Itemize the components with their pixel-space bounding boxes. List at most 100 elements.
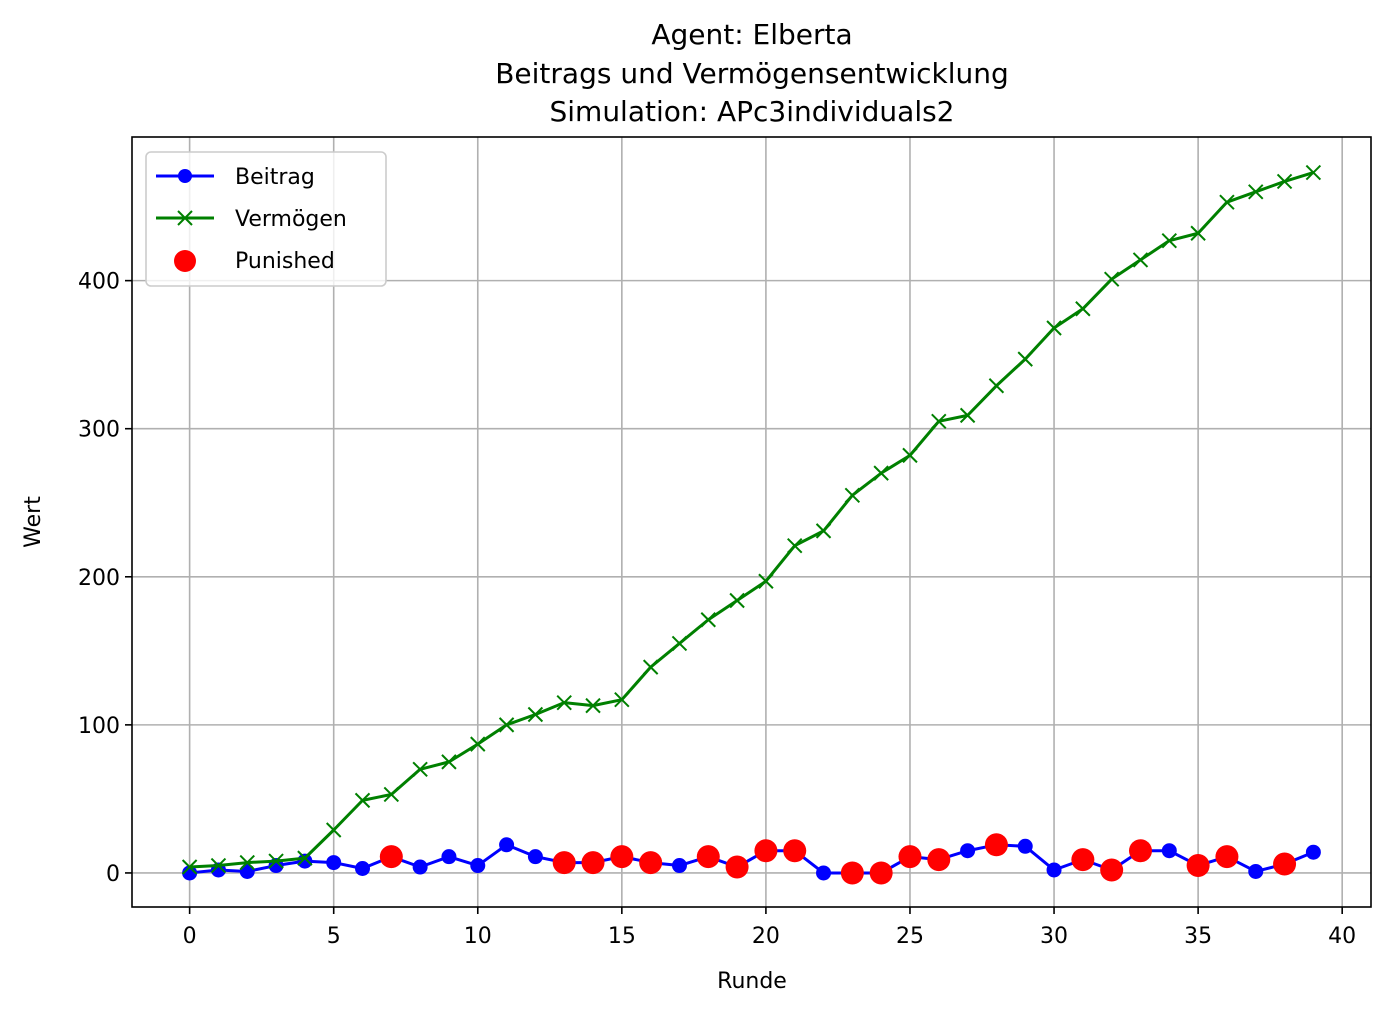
data-point-vermoegen: [354, 792, 371, 809]
data-point-beitrag: [412, 859, 428, 875]
punished-markers: [379, 833, 1297, 885]
data-point-vermoegen: [297, 850, 313, 866]
data-point-beitrag: [182, 865, 198, 881]
data-point-beitrag: [441, 849, 457, 865]
data-point-vermoegen: [268, 853, 284, 869]
data-point-vermoegen: [902, 447, 918, 464]
data-point-vermoegen: [383, 786, 400, 803]
data-point-vermoegen: [1161, 232, 1178, 249]
punished-point: [725, 855, 749, 879]
data-point-vermoegen: [787, 537, 803, 554]
legend-box: [145, 151, 387, 287]
punished-point: [783, 839, 807, 863]
data-point-vermoegen: [585, 697, 601, 714]
series-line-beitrag: [189, 843, 1314, 875]
punished-point: [639, 851, 663, 875]
data-point-beitrag: [326, 855, 342, 871]
data-point-beitrag: [1017, 838, 1033, 854]
data-point-vermoegen: [527, 706, 544, 723]
data-point-beitrag: [355, 861, 371, 876]
series-vermoegen: [181, 164, 1322, 875]
legend-entry-vermoegen: Vermögen: [156, 207, 347, 232]
punished-point: [869, 861, 893, 885]
data-point-vermoegen: [1046, 320, 1062, 336]
data-point-vermoegen: [498, 717, 515, 733]
punished-point: [379, 845, 403, 869]
punished-point: [696, 845, 720, 869]
legend-label-beitrag: Beitrag: [235, 165, 315, 190]
legend: Beitrag Vermögen Punished: [145, 151, 387, 287]
plot-frame: [131, 136, 1372, 908]
data-point-vermoegen: [988, 378, 1005, 394]
data-point-vermoegen: [325, 822, 342, 838]
x-axis-ticks: 0 5 10 15 20 25 30 35 40: [183, 907, 1356, 949]
x-tick-label: 25: [896, 924, 924, 949]
y-tick-label: 0: [106, 862, 120, 887]
x-tick-label: 10: [464, 924, 492, 949]
series-line-vermoegen: [189, 171, 1314, 869]
gridlines: [132, 137, 1371, 907]
punished-point: [552, 851, 576, 875]
legend-label-vermoegen: Vermögen: [235, 207, 347, 232]
data-point-beitrag: [470, 858, 486, 874]
data-point-vermoegen: [470, 736, 486, 752]
data-point-vermoegen: [1190, 225, 1206, 241]
legend-entry-beitrag: Beitrag: [156, 165, 315, 190]
y-tick-label: 200: [78, 566, 120, 591]
punished-point: [927, 848, 951, 872]
data-point-beitrag: [1248, 863, 1264, 879]
data-point-vermoegen: [729, 592, 745, 609]
data-point-vermoegen: [210, 857, 227, 874]
x-tick-label: 20: [752, 924, 780, 949]
y-axis-label: Wert: [21, 496, 46, 548]
punished-point: [1215, 845, 1239, 869]
punished-point: [840, 861, 864, 885]
data-point-beitrag: [297, 853, 313, 869]
data-point-vermoegen: [642, 659, 659, 675]
data-point-vermoegen: [815, 523, 832, 539]
data-point-vermoegen: [959, 407, 976, 424]
data-point-vermoegen: [1276, 173, 1293, 190]
data-point-vermoegen: [1248, 184, 1264, 200]
x-tick-label: 40: [1328, 924, 1356, 949]
data-point-vermoegen: [1219, 194, 1235, 210]
data-point-vermoegen: [181, 859, 198, 875]
punished-point: [1128, 839, 1152, 863]
legend-marker-vermoegen: [177, 210, 193, 226]
y-tick-label: 300: [78, 418, 120, 443]
x-axis-label: Runde: [717, 969, 787, 994]
data-point-vermoegen: [412, 761, 428, 777]
x-tick-label: 15: [608, 924, 636, 949]
x-tick-label: 35: [1184, 924, 1212, 949]
punished-point: [898, 845, 922, 869]
data-point-beitrag: [960, 843, 976, 859]
punished-point: [581, 851, 605, 875]
data-point-vermoegen: [1075, 301, 1091, 317]
punished-point: [1071, 848, 1095, 872]
chart-title: Agent: Elberta Beitrags und Vermögensent…: [495, 18, 1009, 128]
data-point-beitrag: [1046, 862, 1062, 878]
data-point-beitrag: [527, 849, 543, 865]
punished-point: [1100, 858, 1124, 882]
data-point-beitrag: [1305, 844, 1321, 860]
data-point-vermoegen: [873, 465, 889, 481]
punished-point: [1186, 854, 1210, 878]
x-tick-label: 0: [183, 924, 197, 949]
legend-entry-punished: Punished: [174, 249, 335, 274]
punished-point: [610, 845, 634, 869]
punished-point: [984, 833, 1008, 857]
data-point-vermoegen: [1305, 164, 1322, 181]
data-point-beitrag: [1161, 843, 1177, 859]
legend-marker-punished: [174, 250, 196, 272]
data-point-vermoegen: [931, 413, 947, 430]
x-tick-label: 30: [1040, 924, 1068, 949]
chart-title-line-3: Simulation: APc3individuals2: [549, 95, 954, 128]
legend-marker-beitrag: [178, 169, 192, 183]
punished-point: [754, 839, 778, 863]
data-point-vermoegen: [1017, 351, 1033, 367]
data-point-vermoegen: [614, 691, 630, 708]
data-point-vermoegen: [556, 694, 572, 711]
data-point-vermoegen: [758, 573, 774, 589]
data-point-beitrag: [499, 837, 515, 853]
